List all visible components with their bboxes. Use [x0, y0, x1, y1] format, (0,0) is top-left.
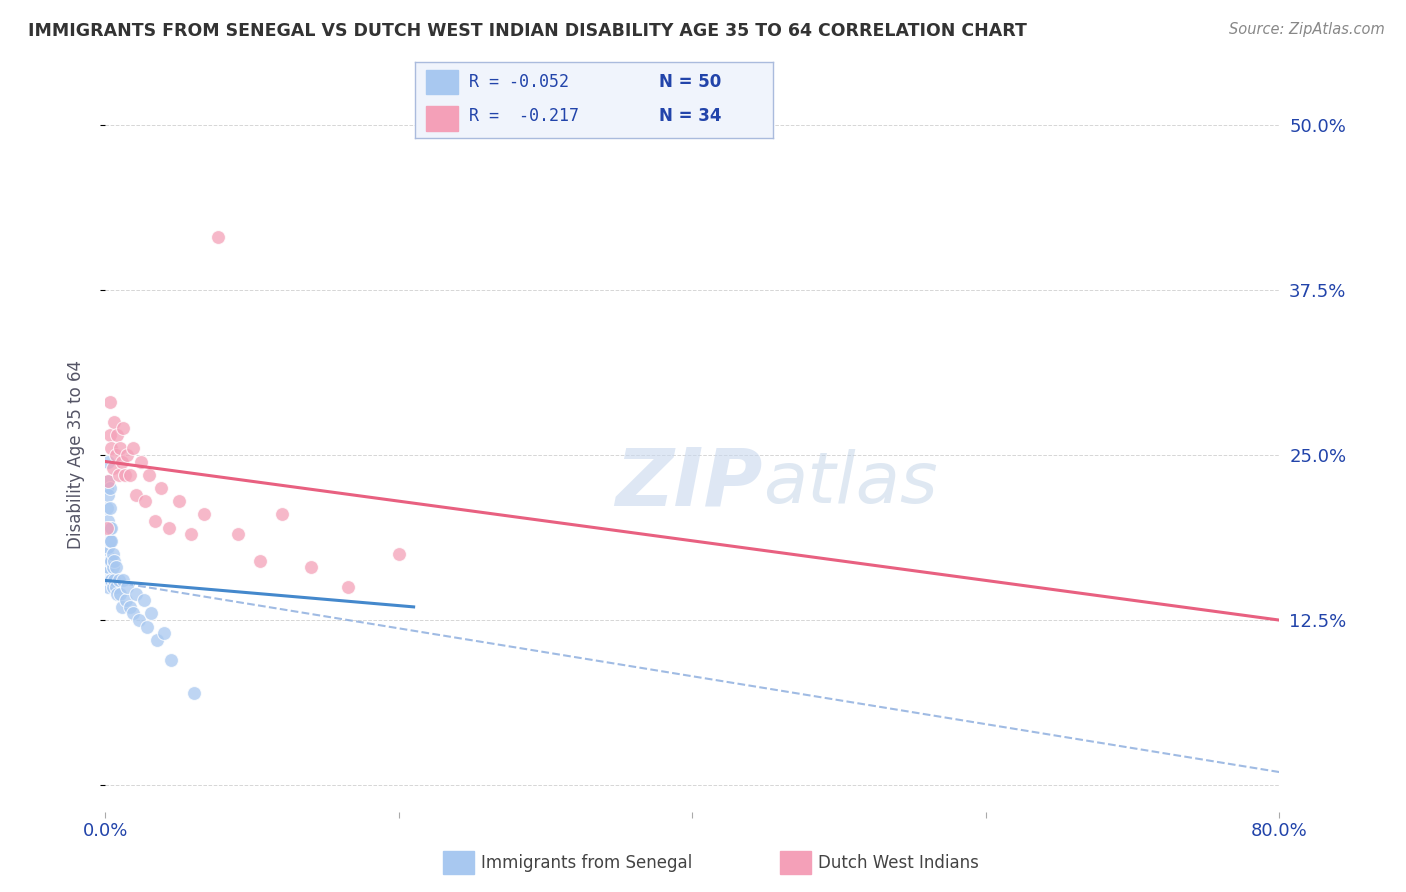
Point	[135, 620, 157, 634]
Point	[100, 533, 122, 548]
Point	[112, 574, 135, 588]
Point	[98, 574, 121, 588]
Text: N = 34: N = 34	[658, 107, 721, 125]
Point	[98, 395, 121, 409]
Point	[98, 533, 121, 548]
Point	[97, 454, 120, 468]
Point	[270, 508, 292, 522]
Point	[120, 599, 142, 614]
Text: R =  -0.217: R = -0.217	[468, 107, 578, 125]
Text: ZIP: ZIP	[616, 444, 763, 523]
Point	[139, 607, 162, 621]
Point	[100, 554, 122, 568]
Point	[96, 527, 118, 541]
Text: N = 50: N = 50	[658, 73, 721, 91]
Point	[125, 587, 148, 601]
Point	[157, 520, 180, 534]
Point	[98, 428, 121, 442]
Point	[108, 587, 131, 601]
Text: Immigrants from Senegal: Immigrants from Senegal	[481, 855, 692, 872]
Point	[132, 593, 155, 607]
Point	[105, 428, 128, 442]
Point	[104, 560, 127, 574]
Point	[207, 230, 229, 244]
Point	[167, 494, 190, 508]
Point	[117, 580, 139, 594]
Point	[107, 467, 129, 482]
Point	[105, 587, 128, 601]
Point	[153, 626, 176, 640]
Point	[180, 527, 202, 541]
Point	[104, 580, 127, 594]
Point	[146, 632, 169, 647]
Point	[143, 514, 166, 528]
Point	[101, 580, 124, 594]
Point	[98, 533, 121, 548]
Point	[114, 467, 136, 482]
Point	[97, 475, 120, 489]
Point	[98, 554, 121, 568]
Point	[96, 520, 118, 534]
Text: R = -0.052: R = -0.052	[468, 73, 568, 91]
Point	[96, 481, 118, 495]
Point	[226, 527, 249, 541]
Point	[100, 574, 122, 588]
Point	[96, 574, 118, 588]
Point	[129, 454, 152, 468]
Point	[120, 467, 142, 482]
Point	[103, 415, 125, 429]
Point	[125, 487, 148, 501]
Point	[97, 580, 120, 594]
Point	[96, 500, 118, 515]
Point	[122, 442, 145, 456]
Y-axis label: Disability Age 35 to 64: Disability Age 35 to 64	[66, 360, 84, 549]
Point	[336, 580, 359, 594]
Point	[110, 599, 132, 614]
Point	[101, 547, 124, 561]
Point	[101, 461, 124, 475]
Point	[299, 560, 322, 574]
Point	[117, 448, 139, 462]
Point	[103, 574, 125, 588]
Point	[98, 520, 121, 534]
Point	[100, 442, 122, 456]
Point	[97, 514, 120, 528]
Point	[150, 481, 173, 495]
Point	[98, 500, 121, 515]
Point	[97, 487, 120, 501]
Point	[97, 541, 120, 555]
Text: IMMIGRANTS FROM SENEGAL VS DUTCH WEST INDIAN DISABILITY AGE 35 TO 64 CORRELATION: IMMIGRANTS FROM SENEGAL VS DUTCH WEST IN…	[28, 22, 1026, 40]
Point	[97, 560, 120, 574]
Point	[134, 494, 156, 508]
Point	[183, 686, 205, 700]
Point	[160, 653, 183, 667]
Point	[108, 442, 131, 456]
Point	[138, 467, 160, 482]
Point	[97, 475, 120, 489]
Point	[100, 520, 122, 534]
Point	[110, 454, 132, 468]
Point	[98, 554, 121, 568]
Point	[249, 554, 271, 568]
Point	[101, 560, 124, 574]
Point	[107, 574, 129, 588]
Text: Dutch West Indians: Dutch West Indians	[818, 855, 979, 872]
Bar	[426, 106, 458, 130]
Text: Source: ZipAtlas.com: Source: ZipAtlas.com	[1229, 22, 1385, 37]
Point	[98, 481, 121, 495]
Point	[103, 554, 125, 568]
Point	[115, 593, 138, 607]
Point	[104, 448, 127, 462]
Point	[122, 607, 145, 621]
Point	[128, 613, 150, 627]
Point	[97, 560, 120, 574]
Point	[388, 547, 411, 561]
Text: atlas: atlas	[763, 449, 938, 518]
Point	[193, 508, 215, 522]
Point	[112, 421, 135, 435]
Bar	[426, 70, 458, 95]
Point	[96, 547, 118, 561]
